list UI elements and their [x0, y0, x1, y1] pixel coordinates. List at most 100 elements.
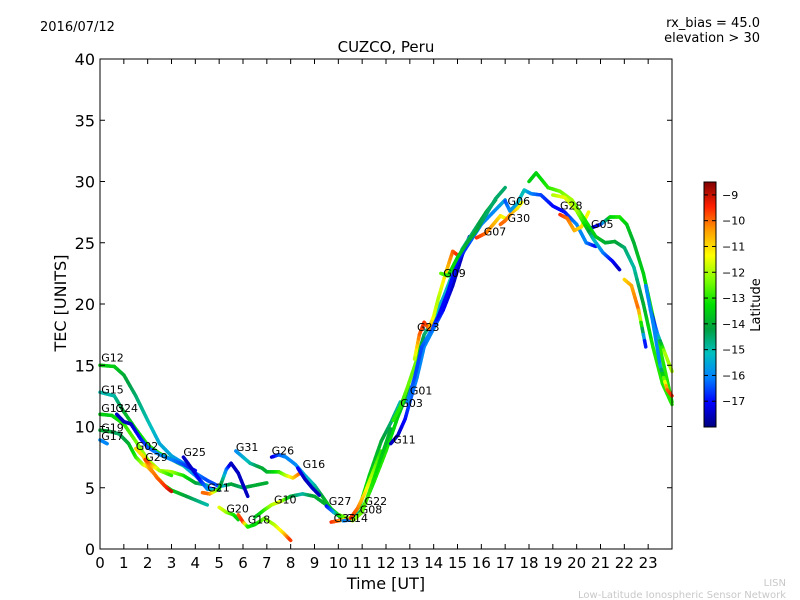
date-label: 2016/07/12 [40, 20, 115, 35]
y-tick-label: 10 [75, 418, 95, 437]
satellite-trace [622, 277, 648, 349]
y-tick-label: 35 [75, 111, 95, 130]
satellite-label: G28 [560, 200, 583, 213]
x-tick-label: 1 [119, 554, 129, 572]
satellite-trace-g06 [503, 188, 598, 249]
satellite-trace-g18 [236, 512, 293, 543]
elevation-label: elevation > 30 [664, 31, 760, 46]
trace-segment [235, 517, 240, 522]
satellite-trace-g29 [143, 457, 174, 478]
satellite-label: G07 [484, 225, 507, 238]
x-tick-label: 21 [591, 554, 610, 572]
y-tick-label: 5 [85, 479, 95, 498]
x-tick-label: 12 [376, 554, 395, 572]
satellite-label: G19 [101, 421, 124, 434]
satellite-trace [527, 171, 674, 407]
x-tick-label: 23 [639, 554, 658, 572]
satellite-label: G18 [248, 513, 271, 526]
trace-segment [167, 472, 174, 478]
x-tick-label: 15 [448, 554, 467, 572]
satellite-trace-g20 [217, 505, 240, 522]
trace-segment [104, 441, 109, 446]
satellite-label: G09 [443, 267, 466, 280]
trace-segment [377, 449, 383, 457]
y-tick-label: 40 [75, 50, 95, 69]
colorbar-ticks: −9 −10 −11 −12 −13 −14 −15 −16 −17 [704, 189, 745, 408]
satellite-label: G23 [417, 321, 440, 334]
credit-network: Low-Latitude Ionospheric Sensor Network [578, 590, 786, 600]
chart-title: CUZCO, Peru [338, 38, 435, 56]
x-tick-label: 9 [310, 554, 320, 572]
satellite-label: G15 [101, 383, 124, 396]
trace-segment [316, 492, 322, 497]
x-tick-label: 13 [400, 554, 419, 572]
trace-segment [406, 385, 412, 394]
satellite-label: G12 [101, 352, 124, 365]
satellite-trace [644, 283, 674, 398]
satellite-label: G08 [360, 503, 383, 516]
satellite-label: G25 [183, 446, 206, 459]
x-tick-label: 16 [472, 554, 491, 572]
satellite-trace-g08 [350, 427, 393, 523]
x-tick-label: 2 [143, 554, 153, 572]
satellite-label: G27 [329, 495, 352, 508]
satellite-label: G17 [101, 430, 124, 443]
trace-segment [203, 502, 209, 507]
satellite-trace-g30 [498, 200, 524, 227]
x-tick-label: 3 [167, 554, 177, 572]
colorbar-tick-label: −15 [722, 344, 745, 357]
y-tick-label: 0 [85, 540, 95, 559]
x-axis: 0 1 2 3 4 5 6 7 8 9 10 11 12 13 14 15 16 17 18 19 20 21 22 23 [95, 59, 658, 572]
satellite-trace-g21 [200, 461, 250, 499]
satellite-trace-g09 [439, 185, 507, 278]
x-tick-label: 5 [214, 554, 224, 572]
trace-segment [519, 200, 524, 206]
colorbar-tick-label: −10 [722, 215, 745, 228]
trace-segment [287, 537, 293, 543]
satellite-label: G29 [145, 451, 168, 464]
x-tick-label: 18 [519, 554, 538, 572]
satellite-label: G22 [365, 495, 388, 508]
trace-segment [616, 266, 622, 272]
plot-traces [98, 171, 674, 543]
x-tick-label: 4 [191, 554, 201, 572]
satellite-label: G24 [115, 402, 138, 415]
satellite-label: G10 [274, 494, 297, 507]
satellite-label: G31 [236, 441, 259, 454]
satellite-trace [551, 193, 622, 272]
y-tick-label: 25 [75, 234, 95, 253]
colorbar-tick-label: −16 [722, 369, 745, 382]
y-tick-label: 20 [75, 295, 95, 314]
satellite-label: G03 [400, 397, 423, 410]
satellite-label: G14 [345, 512, 368, 525]
x-tick-label: 0 [95, 554, 105, 572]
satellite-label: G30 [508, 212, 531, 225]
satellite-trace-g19 [98, 428, 209, 507]
colorbar-tick-label: −9 [722, 189, 738, 202]
y-axis: 0 5 10 15 20 25 30 35 40 [75, 50, 672, 559]
satellite-label: G20 [226, 502, 249, 515]
x-tick-label: 19 [543, 554, 562, 572]
satellite-label: G16 [303, 458, 326, 471]
satellite-label: G21 [207, 481, 230, 494]
x-tick-label: 6 [238, 554, 248, 572]
satellite-label: G02 [136, 440, 159, 453]
colorbar-tick-label: −11 [722, 240, 745, 253]
satellite-label: G06 [508, 195, 531, 208]
satellite-trace-g31 [234, 449, 302, 480]
trace-segment [501, 185, 507, 192]
satellite-trace-g22 [348, 449, 383, 521]
x-tick-label: 7 [262, 554, 272, 572]
satellite-trace-g16 [296, 466, 322, 497]
rx-bias-label: rx_bias = 45.0 [666, 16, 760, 31]
colorbar-tick-label: −12 [722, 266, 745, 279]
x-axis-label: Time [UT] [346, 574, 425, 593]
satellite-label: G33 [334, 512, 357, 525]
x-tick-label: 8 [286, 554, 296, 572]
x-tick-label: 17 [496, 554, 515, 572]
colorbar-tick-label: −14 [722, 318, 745, 331]
x-tick-label: 22 [615, 554, 634, 572]
x-tick-label: 10 [329, 554, 348, 572]
